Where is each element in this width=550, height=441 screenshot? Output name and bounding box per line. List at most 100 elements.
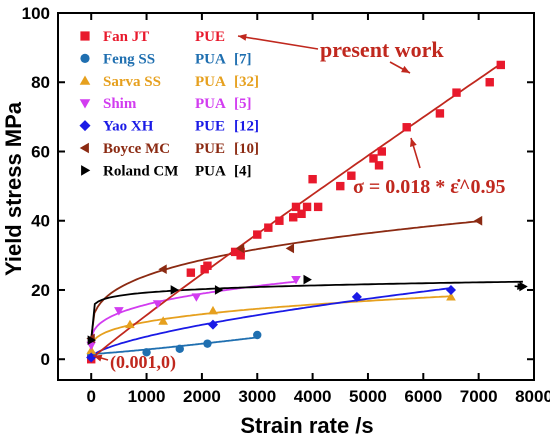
series-curve (90, 220, 479, 339)
x-tick-label: 5000 (349, 387, 387, 406)
legend-series-name: Boyce MC (103, 141, 170, 157)
origin-arrow-head (93, 354, 103, 362)
legend-marker (80, 31, 90, 41)
data-point (214, 285, 224, 295)
legend-series-ref: [32] (234, 74, 259, 90)
legend-series-ref: [12] (234, 119, 259, 135)
data-point (264, 223, 273, 232)
data-point (377, 147, 386, 156)
data-point (485, 78, 494, 87)
data-point (347, 171, 356, 180)
data-point (253, 330, 262, 340)
data-point (142, 348, 151, 357)
annotations: present work σ = 0.018 * ε̇^0.95 (0.001,0) (93, 33, 505, 373)
data-point (203, 339, 212, 348)
x-tick-label: 6000 (404, 387, 442, 406)
equation-arrow-head (410, 138, 417, 147)
data-point (297, 209, 306, 219)
legend-series-ref: [10] (234, 141, 259, 157)
series-curve (90, 295, 452, 351)
data-points (86, 60, 528, 364)
series-curve (90, 280, 523, 341)
data-point (158, 264, 167, 275)
data-point (114, 307, 124, 316)
data-point (291, 276, 301, 285)
data-point (313, 202, 323, 212)
data-point (207, 319, 219, 330)
data-point (170, 285, 180, 295)
data-point (208, 305, 218, 315)
legend-series-material: PUA (195, 163, 226, 179)
series-curve (91, 336, 258, 355)
data-point (191, 293, 202, 302)
data-point (291, 202, 301, 212)
data-point (230, 247, 240, 257)
data-point (186, 268, 196, 277)
data-point (253, 230, 262, 239)
data-point (236, 247, 245, 257)
series-curve (90, 287, 452, 359)
legend-marker (81, 165, 91, 176)
y-tick-label: 40 (31, 212, 50, 231)
data-point (303, 274, 312, 285)
legend-series-name: Sarva SS (103, 74, 161, 90)
data-point (152, 300, 163, 309)
data-point (402, 123, 411, 132)
data-point (446, 292, 456, 301)
legend-series-name: Yao XH (103, 119, 154, 135)
present-work-arrow (237, 35, 319, 50)
y-axis-title: Yield stress MPa (1, 101, 26, 276)
data-point (203, 261, 212, 270)
data-point (374, 161, 384, 170)
present-work-arrow-head (238, 33, 247, 41)
legend-series-material: PUA (195, 51, 226, 67)
y-tick-label: 0 (41, 350, 50, 369)
data-point (285, 243, 295, 254)
y-tick-label: 80 (31, 73, 50, 92)
legend-marker (79, 99, 91, 109)
x-tick-label: 4000 (294, 387, 332, 406)
data-point (351, 291, 362, 302)
data-point (445, 284, 457, 296)
legend-series-material: PUE (195, 141, 225, 157)
plot-frame (57, 12, 535, 381)
x-tick-label: 3000 (238, 387, 276, 406)
legend-series-ref: [5] (234, 96, 252, 112)
origin-label: (0.001,0) (110, 352, 176, 373)
data-point (289, 213, 298, 222)
data-point (86, 352, 97, 363)
data-point (369, 154, 378, 163)
x-tick-label: 8000 (515, 387, 550, 406)
data-point (275, 216, 284, 225)
legend-series-name: Fan JT (103, 29, 149, 45)
data-point (336, 181, 345, 191)
data-point (87, 335, 97, 346)
legend-series-material: PUE (195, 119, 225, 135)
data-point (496, 60, 505, 70)
y-tick-label: 100 (22, 4, 50, 23)
y-tick-label: 20 (31, 281, 50, 300)
legend-marker (79, 75, 91, 85)
legend-marker (79, 120, 91, 132)
legend-series-material: PUA (195, 74, 226, 90)
x-tick-label: 1000 (128, 387, 166, 406)
legend-marker (79, 142, 89, 154)
y-tick-label: 60 (31, 142, 50, 161)
legend-series-material: PUE (195, 29, 225, 45)
axis-ticks: 0 1000 2000 3000 4000 5000 6000 7000 8000 0 20 40 60… (22, 4, 550, 406)
data-point (452, 88, 461, 97)
data-point (175, 344, 184, 354)
data-point (125, 319, 135, 329)
legend-series-name: Shim (103, 96, 137, 112)
legend-marker (80, 53, 90, 64)
data-point (302, 202, 312, 212)
data-point (158, 316, 168, 325)
legend-series-ref: [4] (234, 163, 252, 179)
legend-series-material: PUA (195, 96, 226, 112)
present-work-arrow-2-head (401, 65, 410, 73)
x-tick-label: 2000 (183, 387, 221, 406)
x-axis-title: Strain rate /s (240, 413, 373, 438)
legend: Fan JT PUE Feng SS PUA [7] Sarva SS PUA [32] Shi… (79, 29, 259, 179)
data-point (473, 215, 483, 226)
